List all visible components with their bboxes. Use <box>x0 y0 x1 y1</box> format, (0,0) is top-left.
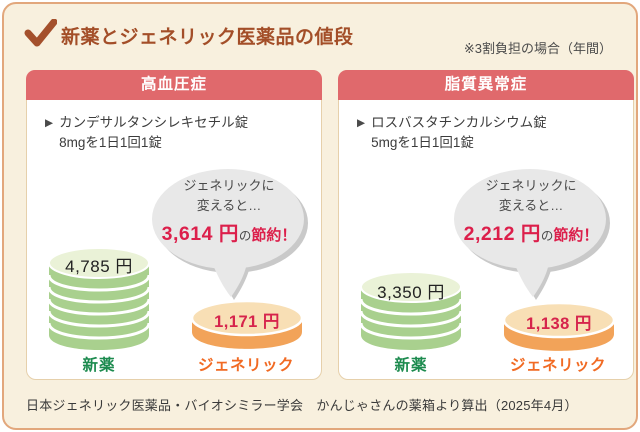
panel-title: 高血圧症 <box>26 70 322 100</box>
generic-price: 1,138 円 <box>526 315 592 333</box>
brand-label: 新薬 <box>82 357 116 374</box>
panel-dyslipidemia: 脂質異常症 ▶ ロスバスタチンカルシウム錠 5mgを1日1回1錠 ジェネリックに… <box>338 70 634 380</box>
bubble-line1: ジェネリックに <box>183 178 275 193</box>
source-attribution: 日本ジェネリック医薬品・バイオシミラー学会 かんじゃさんの薬箱より算出（2025… <box>26 398 578 413</box>
savings-speech-bubble <box>454 169 610 300</box>
savings-suffix: 節約！ <box>553 227 599 244</box>
drug-text: ロスバスタチンカルシウム錠 5mgを1日1回1錠 <box>371 113 547 154</box>
savings-particle: の <box>238 229 252 243</box>
checkmark-icon <box>24 19 57 47</box>
savings-speech-bubble <box>152 169 308 300</box>
bubble-line2: 変えると… <box>196 197 262 213</box>
savings-amount: 2,212 円 <box>463 223 541 245</box>
brand-coin-stack <box>359 271 463 350</box>
brand-price: 3,350 円 <box>377 283 445 302</box>
savings-message: ジェネリックに 変えると… 2,212 円の節約！ <box>451 176 611 246</box>
generic-label: ジェネリック <box>197 357 294 374</box>
savings-message: ジェネリックに 変えると… 3,614 円の節約！ <box>149 176 309 246</box>
drug-dose: 8mgを1日1回1錠 <box>59 135 162 151</box>
savings-line: 2,212 円の節約！ <box>451 217 611 246</box>
drug-text: カンデサルタンシレキセチル錠 8mgを1日1回1錠 <box>59 113 248 154</box>
drug-dose: 5mgを1日1回1錠 <box>371 135 474 151</box>
panel-body: ▶ ロスバスタチンカルシウム錠 5mgを1日1回1錠 ジェネリックに 変えると…… <box>339 100 633 380</box>
generic-coin <box>190 299 304 349</box>
panel-hypertension: 高血圧症 ▶ カンデサルタンシレキセチル錠 8mgを1日1回1錠 ジェネリックに… <box>26 70 322 380</box>
triangle-bullet-icon: ▶ <box>45 117 54 129</box>
drug-name: ロスバスタチンカルシウム錠 <box>371 115 547 130</box>
triangle-bullet-icon: ▶ <box>357 117 366 129</box>
generic-label: ジェネリック <box>509 357 606 374</box>
brand-label: 新薬 <box>394 357 428 374</box>
bubble-line1: ジェネリックに <box>485 178 577 193</box>
page-title: 新薬とジェネリック医薬品の値段 <box>61 27 354 48</box>
brand-coin-stack <box>47 247 151 350</box>
savings-suffix: 節約！ <box>251 227 297 244</box>
drug-description: ▶ ロスバスタチンカルシウム錠 5mgを1日1回1錠 <box>357 113 625 154</box>
panel-body: ▶ カンデサルタンシレキセチル錠 8mgを1日1回1錠 ジェネリックに 変えると… <box>27 100 321 380</box>
drug-description: ▶ カンデサルタンシレキセチル錠 8mgを1日1回1錠 <box>45 113 313 154</box>
brand-price: 4,785 円 <box>65 257 133 276</box>
savings-particle: の <box>540 229 554 243</box>
savings-amount: 3,614 円 <box>161 223 239 245</box>
panel-title: 脂質異常症 <box>338 70 634 100</box>
savings-line: 3,614 円の節約！ <box>149 217 309 246</box>
drug-name: カンデサルタンシレキセチル錠 <box>59 115 249 130</box>
generic-coin <box>502 301 616 351</box>
bubble-line2: 変えると… <box>498 197 564 213</box>
copay-note: ※3割負担の場合（年間） <box>463 41 612 56</box>
generic-price: 1,171 円 <box>214 313 280 331</box>
